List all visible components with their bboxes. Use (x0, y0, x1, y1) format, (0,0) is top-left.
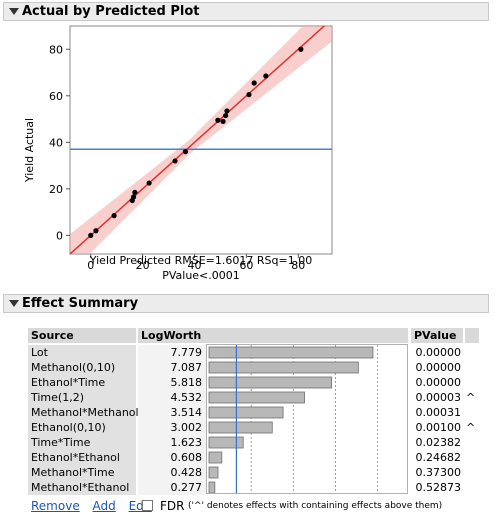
logworth-cell: 5.818 (138, 375, 206, 390)
logworth-bar (208, 346, 374, 359)
containing-effect-caret (466, 375, 476, 390)
y-tick-label: 0 (56, 229, 63, 242)
pvalue-cell: 0.37300 (415, 466, 462, 479)
logworth-cell: 3.514 (138, 405, 206, 420)
column-header-pvalue[interactable]: PValue (411, 328, 463, 343)
containing-effect-caret (466, 450, 476, 465)
pvalue-cell: 0.00000 (415, 346, 462, 359)
source-cell[interactable]: Methanol*Methanol (28, 405, 139, 420)
containing-effect-caret (466, 480, 476, 495)
containing-effect-caret: ^ (466, 421, 476, 434)
logworth-cell: 0.428 (138, 465, 206, 480)
y-tick-label: 80 (49, 43, 63, 56)
x-tick-label: 20 (136, 259, 150, 272)
column-header-blank (465, 328, 479, 343)
logworth-cell: 7.087 (138, 360, 206, 375)
add-button[interactable]: Add (92, 499, 116, 513)
y-tick-label: 20 (49, 183, 63, 196)
x-axis-label: Yield Predicted RMSE=1.6017 RSq=1.00 (89, 254, 312, 267)
logworth-bar (208, 451, 223, 464)
data-point[interactable] (246, 92, 252, 98)
logworth-bar (208, 436, 244, 449)
effect-panel-title: Effect Summary (22, 296, 139, 311)
fdr-label: FDR (160, 499, 185, 513)
y-tick-label: 60 (49, 90, 63, 103)
source-cell[interactable]: Time(1,2) (28, 390, 136, 405)
logworth-bar-area (206, 344, 408, 494)
pvalue-cell: 0.00100 (415, 421, 462, 434)
logworth-bar (208, 421, 273, 434)
data-point[interactable] (223, 112, 229, 119)
logworth-bar (208, 391, 305, 404)
caret-note: ('^' denotes effects with containing eff… (188, 501, 443, 511)
logworth-cell: 0.608 (138, 450, 206, 465)
effect-summary-header[interactable]: Effect Summary (3, 294, 489, 313)
data-point[interactable] (111, 213, 117, 219)
pvalue-cell: 0.02382 (415, 436, 462, 449)
source-cell[interactable]: Ethanol(0,10) (28, 420, 136, 435)
fdr-checkbox[interactable] (142, 500, 153, 511)
column-header-logworth[interactable]: LogWorth (138, 328, 408, 343)
x-tick-label: 0 (87, 259, 94, 272)
source-cell[interactable]: Methanol*Ethanol (28, 480, 136, 495)
source-cell[interactable]: Methanol*Time (28, 465, 136, 480)
logworth-bar (208, 481, 216, 493)
logworth-bar (208, 466, 219, 479)
logworth-cell: 4.532 (138, 390, 206, 405)
actual-by-predicted-chart: 0 20 40 60 80 0 20 40 60 80 Yield Actual Yield P… (23, 25, 333, 282)
source-cell[interactable]: Methanol(0,10) (28, 360, 136, 375)
x-tick-label: 80 (291, 259, 305, 272)
pvalue-cell: 0.00031 (415, 406, 462, 419)
data-point[interactable] (172, 158, 178, 164)
containing-effect-caret (466, 435, 476, 450)
source-cell[interactable]: Ethanol*Time (28, 375, 136, 390)
data-point[interactable] (88, 232, 94, 238)
x-tick-label: 40 (188, 259, 202, 272)
containing-effect-caret (466, 360, 476, 375)
disclosure-triangle-icon[interactable] (9, 8, 19, 15)
logworth-bar (208, 376, 333, 389)
source-cell[interactable]: Ethanol*Ethanol (28, 450, 136, 465)
data-point[interactable] (182, 149, 189, 155)
data-point[interactable] (263, 73, 269, 79)
y-tick-label: 40 (49, 136, 63, 149)
disclosure-triangle-icon[interactable] (9, 300, 19, 307)
logworth-cell: 0.277 (138, 480, 206, 495)
containing-effect-caret (466, 345, 476, 360)
logworth-cell: 1.623 (138, 435, 206, 450)
pvalue-cell: 0.52873 (415, 481, 462, 494)
pvalue-cell: 0.00000 (415, 361, 462, 374)
pvalue-cell: 0.00003 (415, 391, 462, 404)
containing-effect-caret: ^ (466, 391, 476, 404)
x-tick-label: 60 (239, 259, 253, 272)
actual-by-predicted-header[interactable]: Actual by Predicted Plot (3, 2, 489, 21)
containing-effect-caret (466, 405, 476, 420)
data-point[interactable] (93, 228, 99, 234)
source-cell[interactable]: Time*Time (28, 435, 136, 450)
remove-button[interactable]: Remove (31, 499, 80, 513)
data-point[interactable] (215, 117, 221, 123)
pvalue-cell: 0.00000 (415, 376, 462, 389)
logworth-cell: 3.002 (138, 420, 206, 435)
logworth-bar (208, 406, 284, 419)
logworth-cell: 7.779 (138, 345, 206, 360)
pvalue-cell: 0.24682 (415, 451, 462, 464)
data-point[interactable] (220, 118, 226, 124)
data-point[interactable] (224, 108, 230, 114)
source-cell[interactable]: Lot (28, 345, 136, 360)
logworth-bar (208, 361, 359, 374)
pvalue-label: PValue<.0001 (162, 269, 240, 282)
y-axis-label: Yield Actual (23, 118, 36, 183)
containing-effect-caret (466, 465, 476, 480)
data-point[interactable] (251, 80, 257, 86)
data-point[interactable] (146, 180, 152, 186)
plot-panel-title: Actual by Predicted Plot (22, 4, 200, 19)
data-point[interactable] (130, 194, 137, 200)
data-point[interactable] (298, 46, 304, 52)
column-header-source[interactable]: Source (28, 328, 136, 343)
data-point[interactable] (132, 189, 138, 195)
